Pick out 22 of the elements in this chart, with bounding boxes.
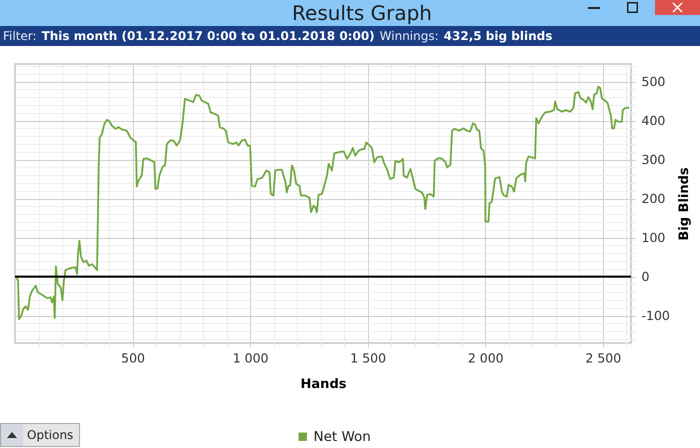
x-tick-label: 1 000 bbox=[232, 350, 269, 366]
y-tick-label: 500 bbox=[642, 74, 666, 90]
y-tick-label: -100 bbox=[642, 308, 670, 324]
chart-title: Results Graph bbox=[291, 0, 433, 26]
x-tick-label: 500 bbox=[121, 350, 146, 366]
text: Filter: bbox=[3, 29, 37, 43]
y-axis-title: Big Blinds bbox=[676, 167, 692, 241]
x-tick-label: 1 500 bbox=[350, 350, 386, 366]
text: This month (01.12.2017 0:00 to 01.01.2018 0:00) bbox=[42, 29, 375, 43]
x-tick-label: 2 500 bbox=[585, 350, 622, 366]
line-series bbox=[15, 86, 630, 320]
button: Options bbox=[0, 423, 80, 447]
x-tick-label: 2 000 bbox=[468, 350, 504, 366]
text: Winnings: bbox=[380, 29, 439, 43]
legend-label: Net Won bbox=[314, 428, 371, 445]
y-tick-label: 100 bbox=[642, 230, 666, 246]
y-tick-label: 200 bbox=[642, 191, 666, 206]
text: 432,5 big blinds bbox=[444, 29, 552, 43]
y-tick-label: 300 bbox=[642, 152, 666, 168]
x-axis-title: Hands bbox=[300, 377, 347, 392]
y-tick-label: 0 bbox=[642, 269, 650, 284]
y-tick-label: 400 bbox=[642, 113, 666, 128]
